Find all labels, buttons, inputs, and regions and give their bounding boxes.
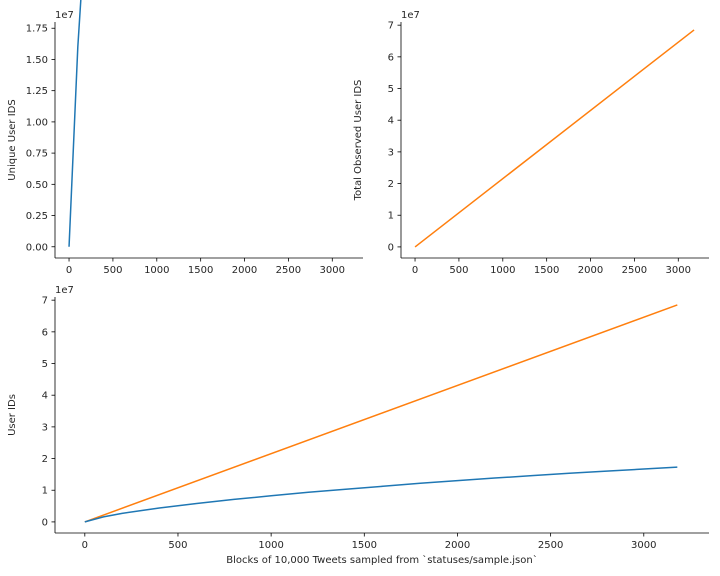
y-tick-label: 1 [388, 211, 394, 222]
y-axis-label: User IDs [7, 394, 18, 436]
y-tick-label: 0.25 [26, 211, 48, 222]
y-tick-label: 1 [42, 486, 48, 497]
y-tick-label: 5 [42, 359, 48, 370]
x-tick-label: 2000 [232, 265, 257, 276]
x-tick-label: 2500 [276, 265, 301, 276]
x-tick-label: 2000 [578, 265, 603, 276]
x-tick-label: 3000 [666, 265, 691, 276]
y-tick-label: 2 [388, 179, 394, 190]
y-tick-label: 6 [42, 327, 48, 338]
y-tick-label: 3 [42, 422, 48, 433]
x-tick-label: 2500 [622, 265, 647, 276]
x-tick-label: 0 [82, 540, 88, 551]
x-tick-label: 3000 [320, 265, 345, 276]
series-line-1 [414, 29, 695, 248]
chart-3: 0 500 1000 1500 2000 2500 3000 0 1 2 3 4 5 6 7 1e7 User … [7, 285, 709, 566]
y-tick-label: 4 [388, 116, 394, 127]
x-tick-label: 1500 [188, 265, 213, 276]
x-tick-label: 3000 [631, 540, 656, 551]
y-tick-label: 0 [388, 242, 394, 253]
y-tick-label: 0.75 [26, 149, 48, 160]
x-tick-label: 0 [412, 265, 418, 276]
series-line-1 [84, 304, 678, 523]
y-tick-label: 7 [42, 296, 48, 307]
y-tick-label: 3 [388, 147, 394, 158]
series-line-2 [84, 466, 678, 523]
y-axis-label: Total Observed User IDS [353, 80, 364, 202]
x-tick-label: 2000 [445, 540, 470, 551]
x-axis-label: Blocks of 10,000 Tweets sampled from `st… [226, 554, 537, 566]
x-tick-label: 1500 [534, 265, 559, 276]
x-tick-label: 500 [449, 265, 468, 276]
y-tick-label: 1.25 [26, 86, 48, 97]
x-tick-label: 2500 [538, 540, 563, 551]
x-tick-label: 0 [66, 265, 72, 276]
y-tick-label: 1.00 [26, 117, 48, 128]
x-tick-label: 1500 [352, 540, 377, 551]
y-tick-label: 2 [42, 454, 48, 465]
y-tick-label: 5 [388, 84, 394, 95]
y-offset-label: 1e7 [55, 285, 74, 296]
y-tick-label: 6 [388, 52, 394, 63]
y-tick-label: 0.00 [26, 242, 48, 253]
y-tick-label: 4 [42, 391, 48, 402]
y-offset-label: 1e7 [55, 10, 74, 21]
y-tick-label: 1.75 [26, 24, 48, 35]
x-tick-label: 500 [103, 265, 122, 276]
y-tick-label: 1.50 [26, 55, 48, 66]
y-offset-label: 1e7 [401, 10, 420, 21]
series-line-1 [68, 0, 82, 247]
y-tick-label: 0 [42, 517, 48, 528]
y-axis-label: Unique User IDS [7, 99, 18, 180]
chart-2: 0 500 1000 1500 2000 2500 3000 0 1 2 3 4 5 6 7 1e7 Total… [353, 10, 709, 276]
x-tick-label: 1000 [144, 265, 169, 276]
y-tick-label: 0.50 [26, 180, 48, 191]
y-tick-label: 7 [388, 21, 394, 32]
x-tick-label: 1000 [258, 540, 283, 551]
x-tick-label: 500 [168, 540, 187, 551]
x-tick-label: 1000 [490, 265, 515, 276]
chart-1: 0 500 1000 1500 2000 2500 3000 0.00 0.25 0.50 0.75… [7, 0, 363, 276]
